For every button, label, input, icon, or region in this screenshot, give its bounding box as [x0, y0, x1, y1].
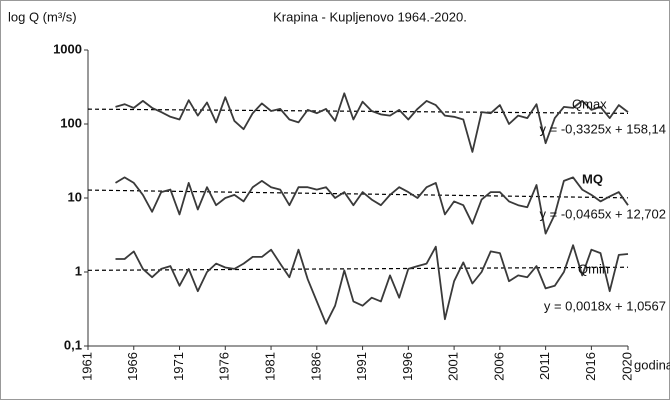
y-axis-title: log Q (m³/s): [8, 9, 77, 24]
series-line: [115, 92, 629, 153]
x-tick-label: 2016: [583, 352, 598, 381]
x-tick-label: 2020: [619, 352, 634, 381]
x-tick-label: 1986: [308, 352, 323, 381]
trend-line: [87, 266, 629, 271]
x-tick-label: 1981: [262, 352, 277, 381]
x-tick-label: 2006: [491, 352, 506, 381]
y-tick-label: 1000: [53, 41, 82, 56]
trend-line: [87, 189, 629, 199]
series-label: MQ: [582, 171, 603, 186]
x-axis-title: godina / year: [634, 357, 670, 372]
series-line: [115, 176, 629, 235]
x-tick-label: 1966: [125, 352, 140, 381]
series-label: Qmin: [578, 261, 609, 276]
x-tick-label: 1961: [79, 352, 94, 381]
x-tick-label: 2001: [446, 352, 461, 381]
y-tick-label: 10: [68, 189, 82, 204]
trend-equation: y = -0,3325x + 158,14: [540, 121, 666, 136]
x-tick-label: 2011: [537, 352, 552, 380]
x-tick-label: 1971: [171, 352, 186, 381]
x-tick-label: 1996: [400, 352, 415, 381]
y-tick-label: 0,1: [64, 337, 82, 352]
y-tick-label: 100: [60, 115, 82, 130]
y-tick-label: 1: [75, 263, 82, 278]
x-tick-label: 1976: [217, 352, 232, 381]
x-tick-label: 1991: [354, 352, 369, 381]
trend-equation: y = -0,0465x + 12,702: [540, 206, 666, 221]
chart-title: Krapina - Kupljenovo 1964.-2020.: [273, 9, 467, 24]
series-label: Qmax: [572, 96, 607, 111]
series-line: [115, 244, 629, 325]
trend-equation: y = 0,0018x + 1,0567: [544, 298, 666, 313]
